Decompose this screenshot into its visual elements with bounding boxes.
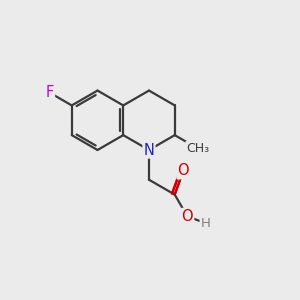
Text: CH₃: CH₃ <box>186 142 209 155</box>
Text: H: H <box>201 217 211 230</box>
Text: O: O <box>182 209 193 224</box>
Text: N: N <box>144 142 154 158</box>
Text: O: O <box>178 163 189 178</box>
Text: F: F <box>46 85 54 100</box>
